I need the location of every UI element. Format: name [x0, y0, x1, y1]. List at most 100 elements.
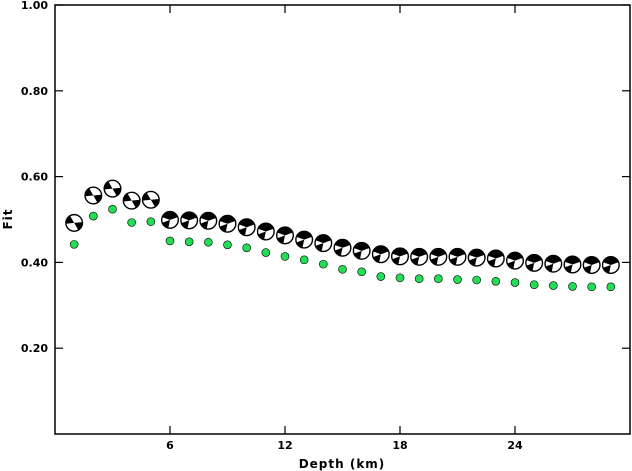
beachball-lobe: [238, 218, 255, 228]
beachball-lobe: [468, 249, 485, 258]
beachball-lobe: [507, 252, 523, 261]
beachball-lobe: [583, 264, 592, 274]
fit-point: [165, 236, 175, 246]
beachball-lobe: [277, 227, 293, 236]
beachball-marker: [505, 251, 525, 270]
beachball-lobe: [258, 223, 274, 232]
beachball-marker: [295, 230, 314, 249]
beachball-lobe: [162, 219, 170, 229]
beachball-marker: [160, 210, 180, 229]
beachball-lobe: [488, 250, 504, 259]
beachball-lobe: [315, 243, 324, 252]
beachball-lobe: [411, 248, 427, 257]
y-tick-label: 0.20: [21, 342, 48, 355]
beachball-marker: [429, 247, 448, 266]
fit-point: [108, 204, 117, 214]
beachball-lobe: [200, 212, 217, 221]
fit-point: [146, 217, 156, 226]
beachball-lobe: [526, 262, 535, 271]
fit-point: [299, 255, 309, 265]
beachball-marker: [141, 190, 160, 209]
beachball-marker: [180, 211, 199, 230]
x-tick-label: 6: [166, 439, 174, 452]
beachball-lobe: [373, 245, 389, 255]
fit-point: [127, 218, 136, 227]
beachball-lobe: [334, 239, 351, 248]
beachball-marker: [275, 226, 295, 245]
beachball-lobe: [488, 258, 496, 267]
beachball-marker: [582, 255, 601, 274]
fit-point: [376, 272, 386, 281]
y-axis: 0.20 0.40 0.60 0.80 1.00: [21, 0, 630, 355]
beachball-lobe: [162, 211, 178, 220]
fit-point: [568, 282, 577, 291]
beachball-lobe: [449, 256, 458, 265]
beachball-lobe: [603, 264, 611, 274]
fit-point: [223, 240, 232, 250]
beachball-lobe: [296, 239, 305, 248]
beachball-marker: [84, 186, 103, 205]
beachball-marker: [467, 248, 486, 267]
beachball-lobe: [545, 263, 554, 272]
beachball-marker: [390, 247, 410, 266]
beachball-lobe: [526, 254, 542, 263]
series-beachballs: [65, 179, 620, 274]
beachball-lobe: [564, 264, 573, 273]
beachball-lobe: [392, 248, 408, 257]
beachball-lobe: [296, 231, 312, 240]
beachball-lobe: [142, 192, 151, 201]
beachball-marker: [352, 241, 371, 260]
fit-point: [529, 280, 539, 290]
beachball-lobe: [334, 247, 343, 256]
fit-point: [242, 243, 251, 253]
beachball-marker: [563, 255, 582, 274]
beachball-lobe: [93, 194, 102, 203]
beachball-lobe: [219, 223, 228, 232]
beachball-lobe: [430, 256, 439, 265]
beachball-lobe: [150, 198, 160, 207]
fit-point: [357, 267, 366, 277]
beachball-lobe: [353, 242, 370, 251]
beachball-marker: [65, 213, 84, 232]
beachball-lobe: [603, 256, 619, 265]
beachball-lobe: [449, 248, 466, 257]
fit-point: [414, 274, 424, 284]
fit-point: [89, 211, 98, 221]
fit-point: [184, 237, 194, 247]
beachball-lobe: [353, 250, 362, 259]
plot-frame: [54, 4, 631, 435]
beachball-lobe: [181, 212, 197, 221]
beachball-marker: [544, 254, 563, 273]
beachball-marker: [122, 191, 141, 210]
beachball-lobe: [373, 254, 381, 263]
beachball-lobe: [583, 256, 600, 265]
beachball-marker: [103, 179, 122, 198]
beachball-lobe: [200, 220, 209, 229]
beachball-lobe: [219, 215, 236, 224]
beachball-marker: [333, 238, 352, 257]
beachball-marker: [199, 211, 218, 230]
x-axis: 6 12 18 24: [166, 5, 523, 452]
x-axis-title: Depth (km): [299, 457, 386, 471]
beachball-lobe: [131, 199, 141, 208]
beachball-marker: [256, 222, 275, 241]
beachball-lobe: [104, 181, 113, 190]
beachball-marker: [601, 255, 620, 274]
fit-point: [606, 282, 616, 292]
fit-point: [434, 274, 443, 284]
beachball-lobe: [258, 231, 266, 240]
beachball-lobe: [65, 215, 75, 224]
fit-point: [338, 264, 347, 274]
y-tick-label: 0.40: [21, 256, 48, 269]
beachball-lobe: [564, 256, 581, 265]
beachball-lobe: [74, 222, 83, 231]
fit-point: [204, 237, 213, 247]
beachball-lobe: [392, 256, 400, 265]
y-axis-title: Fit: [1, 208, 15, 229]
series-fit-circles: [69, 204, 616, 292]
fit-point: [280, 252, 290, 261]
fit-point: [261, 248, 271, 257]
beachball-lobe: [84, 188, 94, 197]
beachball-lobe: [411, 256, 420, 265]
